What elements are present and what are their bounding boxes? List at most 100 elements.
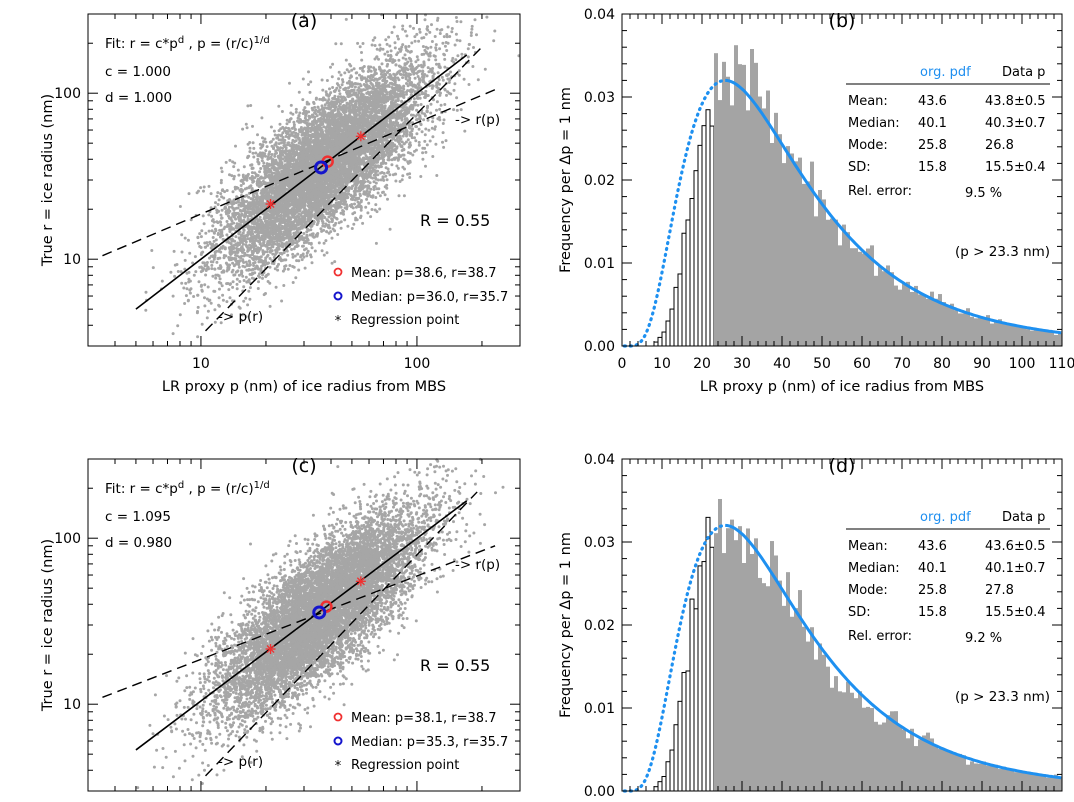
scatter-point (452, 108, 456, 112)
scatter-point (286, 267, 290, 271)
scatter-point (385, 42, 389, 46)
scatter-point (384, 161, 388, 165)
scatter-point (394, 172, 398, 176)
scatter-point (285, 118, 289, 122)
scatter-point (180, 233, 184, 237)
scatter-point (183, 258, 187, 262)
scatter-point (214, 201, 217, 205)
scatter-point (417, 143, 421, 147)
scatter-point (423, 18, 427, 22)
scatter-point (280, 299, 284, 303)
scatter-point (297, 90, 301, 94)
scatter-point (234, 144, 237, 148)
scatter-point (394, 147, 397, 151)
scatter-point (248, 150, 252, 154)
scatter-point (459, 108, 463, 112)
scatter-point (288, 143, 292, 147)
scatter-point (430, 40, 434, 43)
scatter-point (272, 129, 276, 133)
scatter-point (407, 44, 411, 48)
scatter-point (237, 173, 241, 177)
scatter-point (219, 246, 223, 250)
scatter-point (311, 232, 315, 236)
scatter-point (425, 110, 429, 114)
scatter-point (235, 282, 239, 286)
scatter-point (251, 141, 255, 145)
scatter-point (299, 126, 303, 129)
scatter-point (396, 51, 400, 55)
scatter-point (413, 39, 417, 43)
scatter-point (235, 277, 239, 281)
scatter-point (379, 164, 383, 168)
scatter-point (418, 114, 422, 118)
scatter-point (268, 257, 272, 260)
scatter-point (268, 304, 272, 308)
scatter-point (245, 126, 249, 130)
scatter-point (359, 208, 363, 212)
scatter-point (394, 63, 398, 67)
scatter-point (264, 275, 268, 279)
scatter-point (320, 78, 324, 82)
scatter-point (301, 98, 305, 102)
scatter-point (362, 65, 366, 68)
scatter-point (211, 260, 215, 264)
scatter-point (323, 216, 327, 219)
scatter-point (432, 72, 436, 76)
scatter-point (244, 275, 248, 279)
scatter-point (330, 236, 334, 240)
scatter-point (402, 153, 406, 157)
scatter-point (266, 247, 270, 251)
scatter-point (332, 210, 336, 214)
scatter-point (404, 57, 408, 61)
scatter-point (396, 37, 400, 41)
scatter-point (288, 81, 291, 85)
scatter-point (307, 70, 310, 74)
scatter-point (209, 301, 213, 305)
scatter-point (213, 308, 217, 312)
scatter-point (384, 38, 388, 42)
scatter-point (361, 69, 365, 72)
scatter-point (315, 223, 319, 227)
scatter-point (460, 52, 464, 56)
scatter-point (433, 35, 437, 38)
scatter-point (390, 163, 394, 167)
scatter-point (325, 251, 329, 255)
scatter-point (202, 222, 206, 226)
scatter-point (412, 97, 416, 101)
scatter-point (310, 246, 314, 250)
scatter-point (199, 235, 203, 239)
scatter-point (244, 260, 248, 264)
scatter-point (322, 253, 326, 257)
scatter-point (400, 118, 404, 122)
scatter-point (307, 114, 311, 118)
scatter-point (183, 302, 187, 305)
scatter-point (251, 124, 254, 128)
scatter-point (247, 195, 251, 199)
scatter-point (403, 29, 407, 33)
scatter-point (207, 213, 211, 217)
scatter-point (454, 16, 458, 19)
scatter-point (369, 187, 373, 191)
scatter-point (433, 125, 437, 129)
scatter-point (199, 284, 203, 288)
scatter-point (455, 108, 459, 112)
scatter-point (417, 140, 421, 144)
scatter-point (472, 46, 475, 49)
scatter-point (241, 173, 245, 177)
scatter-point (237, 273, 241, 277)
scatter-point (445, 93, 448, 97)
scatter-point (256, 225, 260, 229)
scatter-point (398, 124, 402, 128)
scatter-point (282, 284, 286, 287)
scatter-point (403, 53, 407, 57)
scatter-point (218, 277, 222, 281)
scatter-point (397, 194, 401, 198)
scatter-point (336, 95, 340, 99)
scatter-point (450, 30, 454, 34)
scatter-point (262, 293, 266, 297)
scatter-point (400, 178, 404, 182)
scatter-point (208, 256, 211, 260)
scatter-point (441, 131, 445, 135)
scatter-point (445, 49, 449, 52)
